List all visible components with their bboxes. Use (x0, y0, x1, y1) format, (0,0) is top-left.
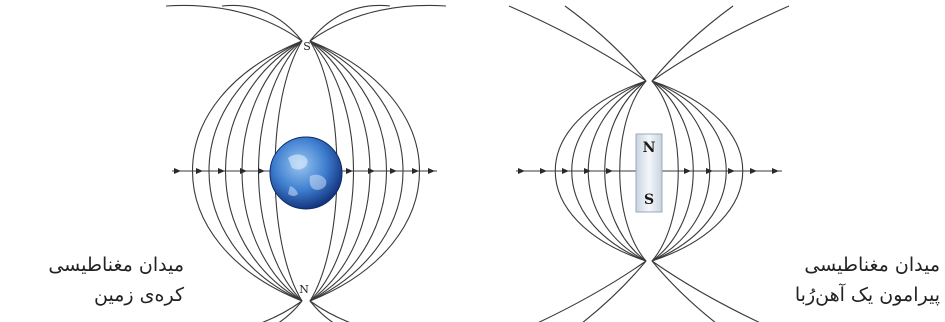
magnet-field-arrow (606, 168, 613, 174)
magnet-open-field-line (651, 5, 734, 82)
earth-field-arrow (346, 168, 353, 174)
earth-field-arrow (390, 168, 397, 174)
earth-field-arrow (428, 168, 435, 174)
magnet-north-label: N (643, 140, 656, 156)
bar-magnet (635, 133, 663, 213)
earth-caption-line-1: میدان مغناطیسی (48, 254, 184, 276)
earth-open-field-line (221, 4, 303, 42)
magnet-field-arrow (518, 168, 525, 174)
magnet-field-lines (508, 5, 790, 322)
earth-field-lines (165, 4, 447, 322)
magnet-open-field-line (651, 260, 760, 322)
earth-caption-line-2: کره‌ی زمین (94, 284, 184, 306)
magnet-open-field-line (651, 5, 790, 82)
earth-caption: میدان مغناطیسی کره‌ی زمین (14, 250, 184, 310)
earth-field-arrow (174, 168, 181, 174)
magnet-field-arrow (750, 168, 757, 174)
magnet-caption: میدان مغناطیسی پیرامون یک آهن‌رُبا (768, 250, 940, 310)
earth-field-arrow (218, 168, 225, 174)
magnet-open-field-line (538, 260, 647, 322)
earth-field-arrow (368, 168, 375, 174)
magnet-open-field-line (564, 5, 647, 82)
earth-field-arrow (240, 168, 247, 174)
earth-open-field-line (309, 300, 334, 322)
earth-open-field-line (262, 300, 303, 322)
magnet-field-arrow (772, 168, 779, 174)
magnet-field-arrow (584, 168, 591, 174)
earth-open-field-line (309, 300, 350, 322)
magnet-field-arrow (540, 168, 547, 174)
magnet-open-field-line (651, 260, 716, 322)
earth-open-field-line (309, 4, 391, 42)
earth-globe (269, 136, 343, 210)
magnet-open-field-line (582, 260, 647, 322)
magnet-field-arrow (728, 168, 735, 174)
earth-bottom-pole-label: N (299, 283, 309, 296)
earth-open-field-line (278, 300, 303, 322)
magnet-open-field-line (508, 5, 647, 82)
earth-open-field-line (309, 4, 447, 42)
magnet-field-arrow (684, 168, 691, 174)
magnet-south-label: S (644, 192, 654, 208)
magnet-caption-line-1: میدان مغناطیسی (804, 254, 940, 276)
magnet-field-arrow (706, 168, 713, 174)
magnet-caption-line-2: پیرامون یک آهن‌رُبا (794, 284, 940, 306)
earth-field-arrow (196, 168, 203, 174)
earth-open-field-line (165, 4, 303, 42)
earth-field-arrow (258, 168, 265, 174)
magnet-field-arrow (562, 168, 569, 174)
earth-top-pole-label: S (303, 40, 311, 53)
earth-field-arrow (412, 168, 419, 174)
